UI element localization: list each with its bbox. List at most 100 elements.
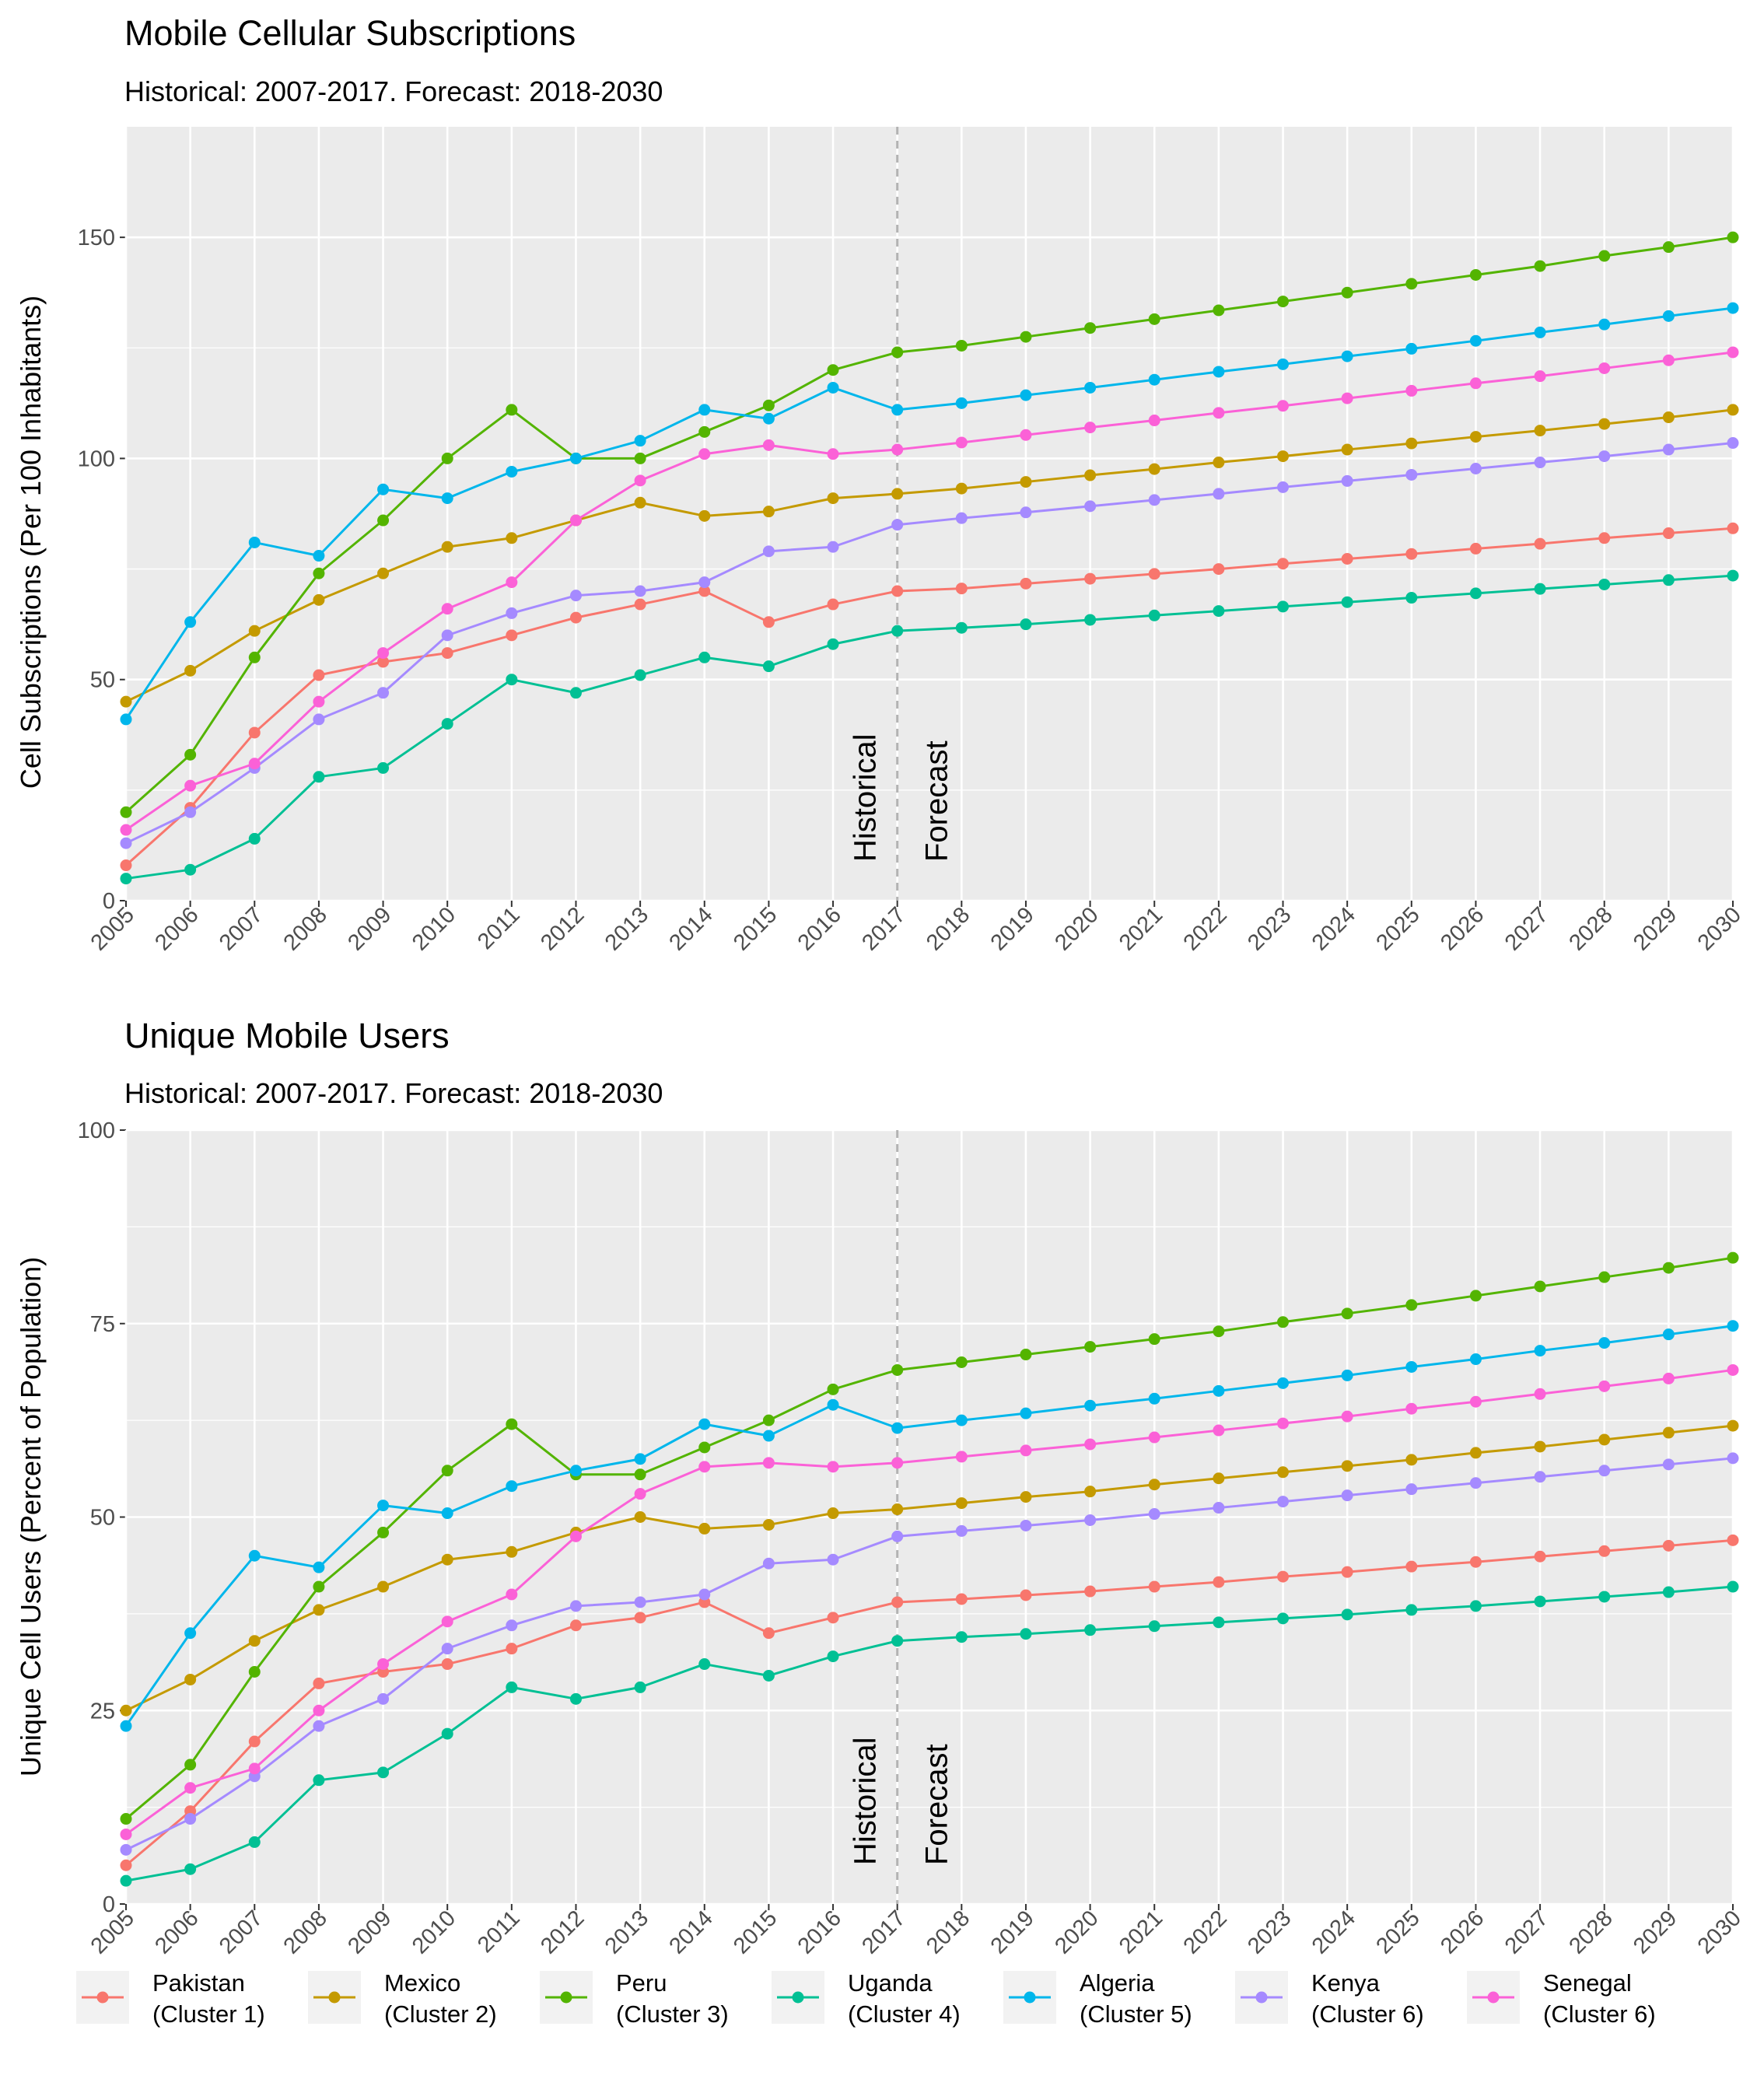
data-point-senegal — [1341, 392, 1353, 404]
data-point-kenya — [184, 806, 197, 818]
data-point-uganda — [1148, 1620, 1160, 1633]
data-point-senegal — [1534, 1388, 1546, 1400]
legend-marker-senegal — [1487, 1991, 1500, 2004]
data-point-algeria — [1213, 1384, 1225, 1397]
data-point-senegal — [377, 647, 390, 660]
data-point-senegal — [1469, 377, 1482, 390]
data-point-senegal — [120, 1828, 132, 1840]
data-point-uganda — [1084, 1624, 1097, 1636]
x-tick-label: 2016 — [793, 1906, 846, 1958]
data-point-uganda — [1727, 1580, 1739, 1593]
data-point-algeria — [184, 1627, 197, 1640]
data-point-peru — [377, 1526, 390, 1538]
legend-marker-pakistan — [96, 1991, 109, 2004]
data-point-mexico — [1341, 1460, 1353, 1472]
data-point-peru — [1727, 1251, 1739, 1264]
data-point-kenya — [184, 1813, 197, 1825]
data-point-peru — [698, 425, 711, 438]
data-point-peru — [313, 1580, 325, 1593]
data-point-algeria — [1020, 389, 1032, 401]
data-point-pakistan — [1405, 1560, 1418, 1573]
data-point-mexico — [184, 1673, 197, 1685]
data-point-mexico — [313, 593, 325, 606]
data-point-peru — [1277, 1316, 1290, 1328]
data-point-senegal — [569, 514, 582, 527]
data-point-peru — [1277, 296, 1290, 308]
data-point-kenya — [827, 541, 839, 553]
data-point-kenya — [313, 1720, 325, 1732]
x-tick-label: 2009 — [343, 1906, 396, 1958]
x-tick-label: 2016 — [793, 902, 846, 955]
data-point-uganda — [441, 1727, 453, 1740]
x-tick-label: 2014 — [664, 902, 717, 955]
data-point-pakistan — [1598, 1545, 1611, 1557]
data-point-senegal — [441, 603, 453, 615]
data-point-senegal — [120, 824, 132, 836]
data-point-peru — [1469, 268, 1482, 281]
data-point-pakistan — [955, 583, 968, 595]
x-tick-label: 2013 — [600, 902, 653, 955]
series-line-mexico — [125, 408, 1734, 703]
data-point-peru — [313, 567, 325, 579]
x-tick-label: 2017 — [857, 902, 910, 955]
data-point-algeria — [1213, 366, 1225, 378]
data-point-senegal — [1727, 1363, 1739, 1376]
data-point-pakistan — [441, 1658, 453, 1671]
data-point-algeria — [698, 1418, 711, 1430]
data-point-algeria — [1662, 1328, 1675, 1341]
data-point-uganda — [634, 669, 646, 681]
data-point-senegal — [1148, 415, 1160, 427]
legend-marker-algeria — [1024, 1991, 1036, 2004]
data-point-uganda — [1148, 609, 1160, 621]
data-point-uganda — [377, 1766, 390, 1779]
data-point-algeria — [120, 713, 132, 726]
data-point-kenya — [1148, 1508, 1160, 1521]
data-point-mexico — [1662, 411, 1675, 424]
x-tick-label: 2025 — [1372, 1906, 1425, 1958]
data-point-algeria — [1405, 342, 1418, 355]
data-point-senegal — [184, 779, 197, 792]
data-point-algeria — [762, 1430, 775, 1442]
data-point-uganda — [827, 638, 839, 650]
data-point-algeria — [827, 1398, 839, 1411]
data-point-senegal — [827, 1461, 839, 1473]
data-point-pakistan — [1341, 1566, 1353, 1578]
data-point-senegal — [1213, 407, 1225, 419]
data-point-mexico — [1405, 437, 1418, 450]
data-point-mexico — [1213, 457, 1225, 469]
x-tick-label: 2007 — [215, 902, 268, 955]
data-point-algeria — [891, 404, 904, 416]
series-line-senegal — [125, 1368, 1734, 1836]
data-point-uganda — [1341, 596, 1353, 608]
data-point-senegal — [634, 1488, 646, 1500]
data-point-pakistan — [634, 1612, 646, 1624]
data-point-algeria — [1405, 1360, 1418, 1373]
data-point-kenya — [1020, 1519, 1032, 1531]
chart-2-y-axis-label: Unique Cell Users (Percent of Population… — [15, 1257, 47, 1776]
data-point-peru — [1341, 1307, 1353, 1320]
data-point-pakistan — [1727, 522, 1739, 534]
data-point-senegal — [313, 695, 325, 708]
data-point-algeria — [377, 483, 390, 495]
data-point-pakistan — [1148, 1580, 1160, 1593]
x-tick-label: 2018 — [922, 1906, 975, 1958]
data-point-peru — [955, 1356, 968, 1368]
data-point-kenya — [1148, 494, 1160, 506]
data-point-pakistan — [1277, 558, 1290, 570]
data-point-algeria — [1084, 381, 1097, 394]
data-point-kenya — [891, 519, 904, 531]
legend-label-peru: Peru — [616, 1969, 667, 1997]
data-point-kenya — [1598, 1465, 1611, 1477]
data-point-uganda — [1534, 1595, 1546, 1608]
data-point-senegal — [1534, 370, 1546, 383]
series-line-uganda — [125, 1585, 1734, 1882]
data-point-mexico — [313, 1604, 325, 1616]
legend-cluster-kenya: (Cluster 6) — [1311, 2000, 1424, 2028]
data-point-peru — [1213, 1325, 1225, 1338]
data-point-mexico — [441, 1553, 453, 1566]
data-point-mexico — [248, 1635, 261, 1647]
data-point-kenya — [569, 590, 582, 602]
data-point-algeria — [1727, 1320, 1739, 1332]
data-point-algeria — [1469, 1353, 1482, 1366]
